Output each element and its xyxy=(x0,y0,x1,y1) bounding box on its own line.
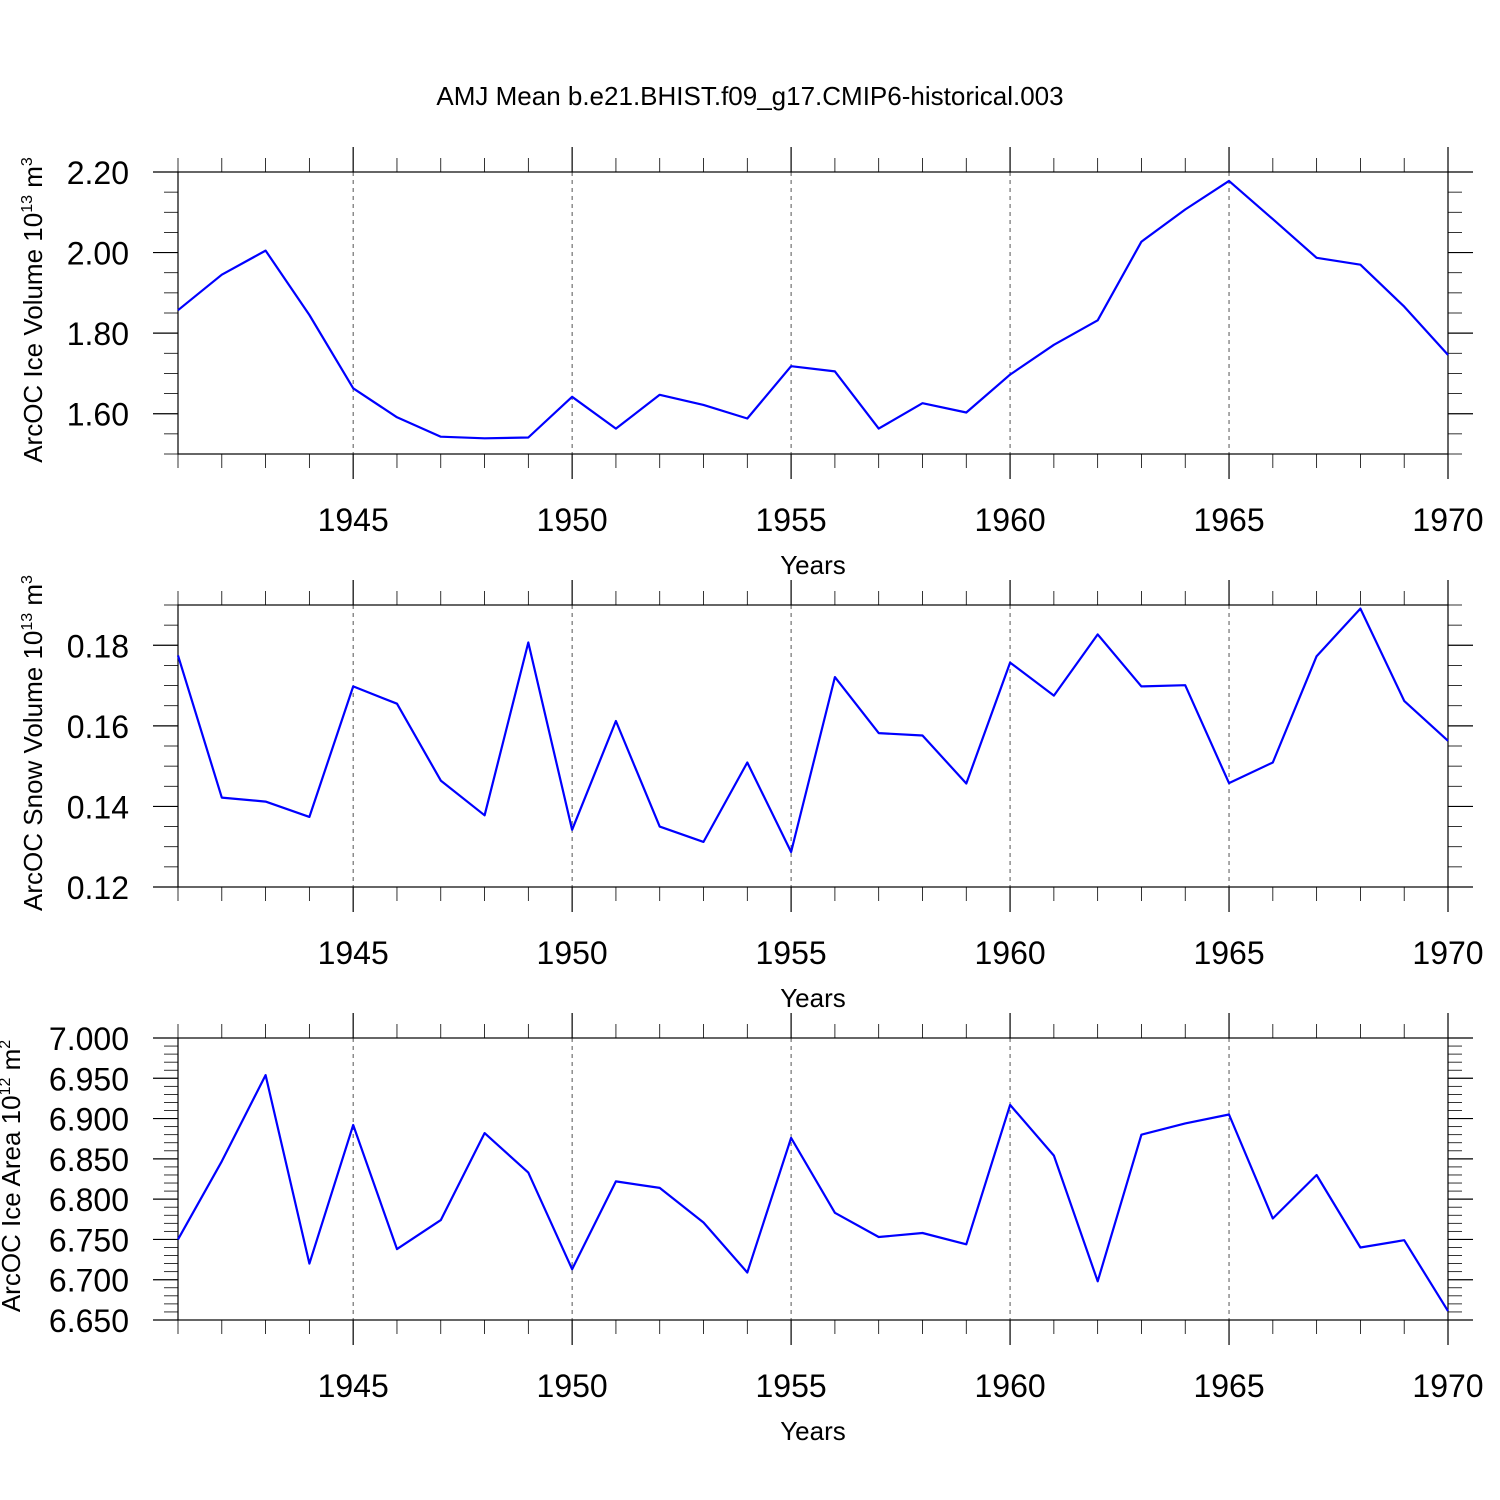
y-tick-label: 6.700 xyxy=(49,1263,129,1299)
x-tick-label: 1960 xyxy=(974,502,1045,538)
y-tick-label: 2.00 xyxy=(67,236,129,272)
y-tick-label: 0.18 xyxy=(67,628,129,664)
x-tick-label: 1950 xyxy=(537,502,608,538)
y-tick-label: 6.650 xyxy=(49,1303,129,1339)
x-tick-label: 1965 xyxy=(1193,935,1264,971)
y-tick-label: 2.20 xyxy=(67,155,129,191)
x-axis-label: Years xyxy=(780,983,846,1013)
series-line xyxy=(177,1073,1449,1312)
x-tick-label: 1970 xyxy=(1412,1368,1483,1404)
x-tick-label: 1945 xyxy=(318,1368,389,1404)
x-tick-label: 1960 xyxy=(974,935,1045,971)
x-tick-label: 1950 xyxy=(537,1368,608,1404)
plot-frame xyxy=(177,604,1449,888)
y-tick-label: 1.60 xyxy=(67,397,129,433)
y-axis-label: ArcOC Snow Volume 1013 m3 xyxy=(18,575,48,911)
y-tick-label: 6.900 xyxy=(49,1102,129,1138)
plot-frame xyxy=(177,171,1449,455)
x-tick-label: 1970 xyxy=(1412,935,1483,971)
y-axis-label: ArcOC Ice Area 1012 m2 xyxy=(0,1040,26,1312)
series-line xyxy=(177,179,1449,440)
y-tick-label: 6.850 xyxy=(49,1142,129,1178)
x-tick-label: 1960 xyxy=(974,1368,1045,1404)
x-axis-label: Years xyxy=(780,550,846,580)
x-tick-label: 1945 xyxy=(318,935,389,971)
x-tick-label: 1965 xyxy=(1193,1368,1264,1404)
plot-frame xyxy=(177,1037,1449,1321)
y-tick-label: 6.950 xyxy=(49,1061,129,1097)
x-axis-label: Years xyxy=(780,1416,846,1446)
y-tick-label: 6.800 xyxy=(49,1182,129,1218)
figure-title: AMJ Mean b.e21.BHIST.f09_g17.CMIP6-histo… xyxy=(436,81,1063,111)
x-tick-label: 1945 xyxy=(318,502,389,538)
x-tick-label: 1955 xyxy=(756,1368,827,1404)
x-tick-label: 1950 xyxy=(537,935,608,971)
chart-panel-ice-area: 1945 1950 1955 1960 1965 1970 Years 6.650 6.700 6… xyxy=(0,1013,1484,1446)
y-tick-label: 6.750 xyxy=(49,1222,129,1258)
x-tick-label: 1955 xyxy=(756,502,827,538)
x-tick-label: 1970 xyxy=(1412,502,1483,538)
y-tick-label: 7.000 xyxy=(49,1021,129,1057)
y-tick-label: 0.16 xyxy=(67,709,129,745)
chart-panel-ice-volume: 1945 1950 1955 1960 1965 1970 Years 1.60 1.80 2.0… xyxy=(18,147,1484,580)
chart-panel-snow-volume: 1945 1950 1955 1960 1965 1970 Years 0.12 0.14 0.1… xyxy=(18,575,1484,1013)
series-line xyxy=(176,607,1449,854)
y-tick-label: 1.80 xyxy=(67,316,129,352)
y-axis-label: ArcOC Ice Volume 1013 m3 xyxy=(18,157,48,463)
y-tick-label: 0.14 xyxy=(67,789,129,825)
x-tick-label: 1965 xyxy=(1193,502,1264,538)
y-tick-label: 0.12 xyxy=(67,870,129,906)
x-tick-label: 1955 xyxy=(756,935,827,971)
